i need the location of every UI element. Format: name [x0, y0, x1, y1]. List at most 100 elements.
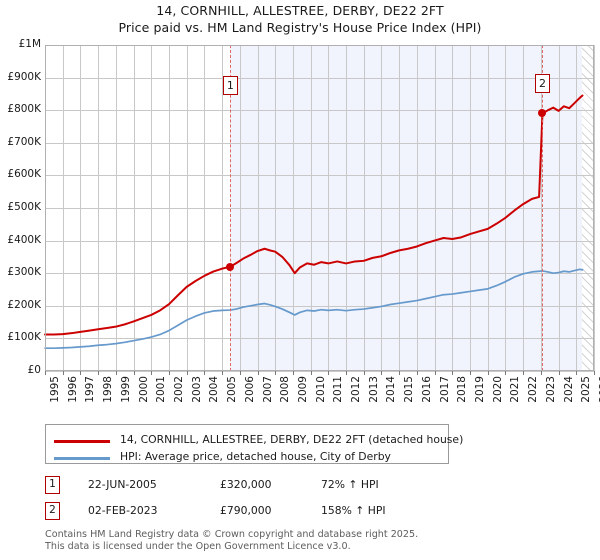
gridline-horizontal [45, 273, 594, 275]
gridline-vertical [594, 45, 595, 371]
sale-hpi-delta: 72% ↑ HPI [321, 478, 379, 491]
gridline-horizontal [45, 371, 594, 372]
x-axis-tick-mark [381, 371, 383, 375]
gridline-vertical [452, 45, 454, 371]
page-title: 14, CORNHILL, ALLESTREE, DERBY, DE22 2FT [156, 3, 444, 18]
x-axis-tick-mark [275, 371, 277, 375]
x-axis-tick-mark [346, 371, 348, 375]
x-axis-tick-label: 2006 [243, 376, 256, 403]
x-axis-tick-label: 2010 [314, 376, 327, 403]
series-line [45, 269, 582, 348]
x-axis-tick-mark [558, 371, 560, 375]
x-axis-tick-mark [292, 371, 294, 375]
x-axis-tick-label: 2013 [367, 376, 380, 403]
x-axis-tick-label: 2017 [438, 376, 451, 403]
gridline-vertical [80, 45, 82, 371]
y-axis-tick-label: £300K [7, 266, 41, 279]
gridline-horizontal [45, 338, 594, 340]
gridline-vertical [381, 45, 383, 371]
x-axis-tick-mark [310, 371, 312, 375]
x-axis-tick-label: 2019 [474, 376, 487, 403]
chart-legend: 14, CORNHILL, ALLESTREE, DERBY, DE22 2FT… [45, 424, 463, 464]
event-marker-badge[interactable]: 2 [534, 74, 550, 93]
x-axis-tick-label: 2004 [208, 376, 221, 403]
x-axis-tick-mark [363, 371, 365, 375]
gridline-horizontal [45, 305, 594, 307]
sale-index-badge: 1 [45, 476, 60, 494]
x-axis-tick-mark [523, 371, 525, 375]
x-axis-tick-label: 2011 [332, 376, 345, 403]
gridline-vertical [346, 45, 348, 371]
gridline-vertical [470, 45, 472, 371]
gridline-vertical [98, 45, 100, 371]
gridline-horizontal [45, 240, 594, 242]
gridline-vertical [523, 45, 525, 371]
x-axis-tick-mark [168, 371, 170, 375]
gridline-vertical [434, 45, 436, 371]
x-axis-tick-mark [204, 371, 206, 375]
gridline-vertical [133, 45, 135, 371]
sale-row[interactable]: 1 22-JUN-2005 £320,000 72% ↑ HPI [45, 476, 445, 496]
sale-date: 22-JUN-2005 [88, 478, 157, 491]
x-axis-tick-label: 2008 [279, 376, 292, 403]
event-marker-badge[interactable]: 1 [222, 76, 238, 95]
gridline-vertical [558, 45, 560, 371]
sale-date: 02-FEB-2023 [88, 504, 158, 517]
legend-label: 14, CORNHILL, ALLESTREE, DERBY, DE22 2FT… [120, 433, 464, 446]
y-axis-tick-label: £800K [7, 103, 41, 116]
x-axis-tick-label: 2020 [491, 376, 504, 403]
gridline-vertical [363, 45, 365, 371]
gridline-vertical [487, 45, 489, 371]
y-axis-tick-label: £0 [27, 364, 41, 376]
y-axis-tick-label: £900K [7, 70, 41, 83]
x-axis-tick-label: 1998 [102, 376, 115, 403]
gridline-vertical [222, 45, 224, 371]
sale-price: £320,000 [220, 478, 272, 491]
gridline-vertical [310, 45, 312, 371]
footer-attribution: Contains HM Land Registry data © Crown c… [45, 529, 590, 552]
x-axis-tick-label: 2021 [509, 376, 522, 403]
gridline-vertical [115, 45, 117, 371]
series-line [45, 96, 582, 335]
x-axis-tick-label: 1999 [119, 376, 132, 403]
gridline-vertical [416, 45, 418, 371]
x-axis-tick-mark [186, 371, 188, 375]
x-axis-tick-label: 2014 [385, 376, 398, 403]
x-axis-tick-mark [505, 371, 507, 375]
gridline-horizontal [45, 175, 594, 177]
x-axis-tick-mark [62, 371, 64, 375]
x-axis-tick-mark [399, 371, 401, 375]
legend-color-swatch [54, 440, 110, 443]
gridline-vertical [292, 45, 294, 371]
gridline-vertical [505, 45, 507, 371]
footer-line-1: Contains HM Land Registry data © Crown c… [45, 529, 419, 540]
y-axis-tick-label: £1M [18, 38, 41, 50]
x-axis-tick-label: 2012 [350, 376, 363, 403]
x-axis-tick-label: 2001 [155, 376, 168, 403]
event-marker-dot [538, 109, 547, 118]
x-axis-tick-mark [540, 371, 542, 375]
x-axis-tick-label: 2003 [190, 376, 203, 403]
x-axis-tick-mark [328, 371, 330, 375]
legend-color-swatch [54, 457, 110, 460]
x-axis-tick-label: 1997 [84, 376, 97, 403]
gridline-vertical [328, 45, 330, 371]
x-axis-tick-mark [452, 371, 454, 375]
x-axis-tick-label: 2002 [172, 376, 185, 403]
y-axis-tick-label: £100K [7, 331, 41, 344]
y-axis-tick-label: £700K [7, 135, 41, 148]
page-subtitle: Price paid vs. HM Land Registry's House … [118, 20, 482, 35]
x-axis-tick-label: 2022 [527, 376, 540, 403]
x-axis-tick-mark [151, 371, 153, 375]
x-axis-tick-mark [470, 371, 472, 375]
gridline-horizontal [45, 110, 594, 112]
x-axis-tick-mark [80, 371, 82, 375]
sale-row[interactable]: 2 02-FEB-2023 £790,000 158% ↑ HPI [45, 502, 445, 522]
x-axis-tick-mark [115, 371, 117, 375]
gridline-vertical [399, 45, 401, 371]
x-axis-tick-mark [416, 371, 418, 375]
x-axis-tick-label: 2025 [580, 376, 593, 403]
x-axis-tick-label: 1995 [49, 376, 61, 403]
